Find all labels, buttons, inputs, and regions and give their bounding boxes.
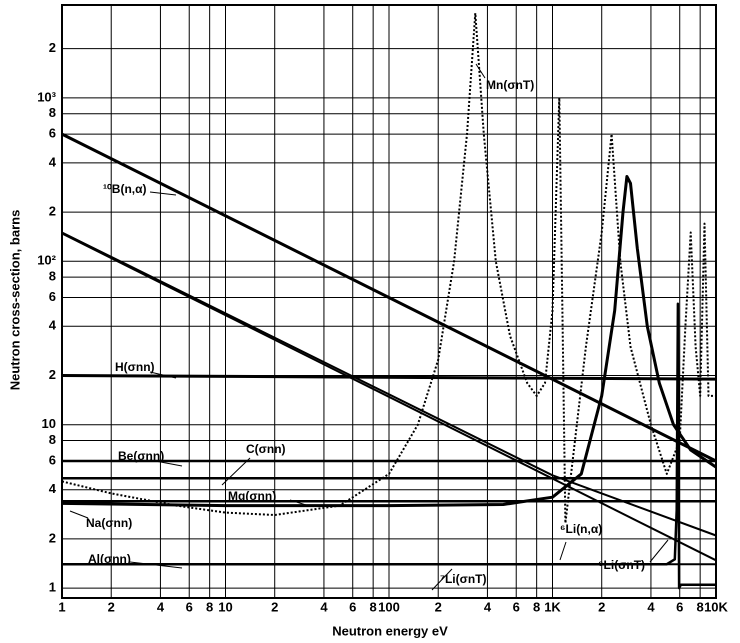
series-label: Al(σnn) [88,552,131,566]
x-tick-label: 6 [349,599,356,614]
y-tick-label: 6 [49,126,56,141]
x-tick-label: 1K [544,599,561,614]
x-tick-label: 4 [320,599,328,614]
label-leader [149,459,183,467]
y-tick-label: 8 [49,105,56,120]
x-tick-label: 2 [271,599,278,614]
y-tick-label: 10 [42,416,56,431]
series-line [61,232,717,562]
x-tick-label: 4 [484,599,492,614]
y-tick-label: 2 [49,40,56,55]
series-label: ⁶Li(n,α) [560,522,602,536]
x-tick-label: 8 [370,599,377,614]
series-line [61,132,717,463]
y-tick-label: 2 [49,204,56,219]
x-tick-label: 10 [218,599,232,614]
y-tick-label: 4 [49,154,57,169]
label-leader [69,510,89,519]
series-line [61,374,717,381]
y-tick-label: 4 [49,481,57,496]
series-label: Be(σnn) [118,449,164,463]
series-label: H(σnn) [115,360,155,374]
series-label: ¹⁰B(n,α) [103,182,147,196]
x-axis-title: Neutron energy eV [332,623,448,638]
y-tick-label: 6 [49,289,56,304]
x-tick-label: 4 [647,599,655,614]
y-axis-title: Neutron cross-section, barns [7,210,22,391]
label-leader [221,457,251,486]
y-tick-label: 8 [49,432,56,447]
series-label: ⁷Li(σnT) [440,572,486,586]
series-label: Mn(σnT) [486,78,534,92]
y-tick-label: 2 [49,530,56,545]
x-tick-label: 8 [206,599,213,614]
label-leader [149,371,177,379]
x-tick-label: 2 [108,599,115,614]
x-tick-label: 100 [378,599,400,614]
y-tick-label: 4 [49,318,57,333]
y-tick-label: 1 [49,580,56,595]
label-leader [649,539,669,563]
label-leader [559,541,567,561]
x-tick-label: 6 [513,599,520,614]
label-leader [475,63,486,79]
x-tick-label: 4 [157,599,165,614]
x-tick-label: 1 [58,599,65,614]
y-tick-label: 2 [49,367,56,382]
series-label: Mg(σnn) [228,489,276,503]
label-leader [431,568,453,591]
y-tick-label: 10² [37,253,56,268]
x-tick-label: 6 [676,599,683,614]
series-label: C(σnn) [246,442,286,456]
x-tick-label: 8 [533,599,540,614]
x-tick-label: 10K [704,599,728,614]
series-label: Na(σnn) [86,516,132,530]
y-tick-label: 10³ [37,89,56,104]
x-tick-label: 2 [598,599,605,614]
x-tick-label: 2 [435,599,442,614]
series-line [61,175,717,508]
x-tick-label: 8 [697,599,704,614]
series-line [61,12,716,525]
x-tick-label: 6 [186,599,193,614]
label-leader [149,191,177,196]
y-tick-label: 6 [49,452,56,467]
series-line [61,231,717,537]
y-tick-label: 8 [49,269,56,284]
